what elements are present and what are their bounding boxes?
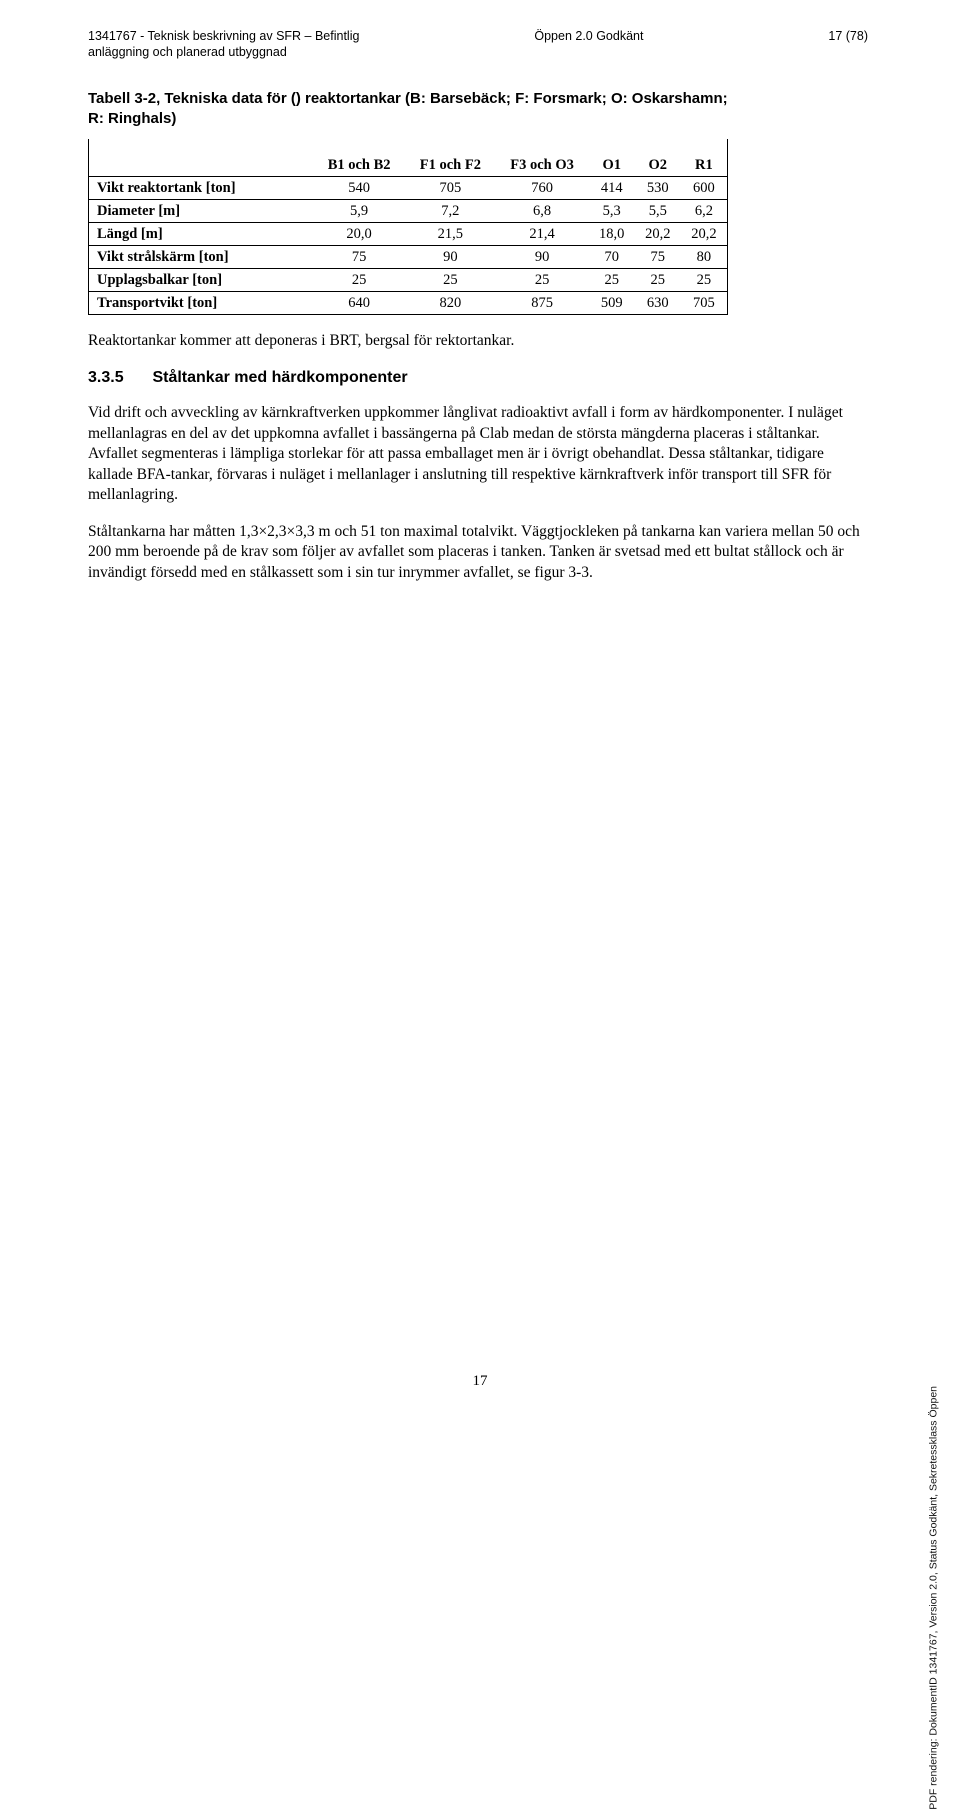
row-label: Diameter [m] [89, 200, 314, 223]
data-table: B1 och B2 F1 och F2 F3 och O3 O1 O2 R1 V… [88, 139, 728, 315]
cell: 25 [635, 269, 681, 292]
cell: 20,2 [681, 223, 728, 246]
cell: 600 [681, 177, 728, 200]
table-caption: Tabell 3-2, Tekniska data för () reaktor… [88, 89, 728, 130]
col-header [89, 139, 314, 177]
table-row: Vikt reaktortank [ton] 540 705 760 414 5… [89, 177, 728, 200]
doc-id: 1341767 - Teknisk beskrivning av SFR – B… [88, 29, 359, 43]
col-header: R1 [681, 139, 728, 177]
cell: 20,2 [635, 223, 681, 246]
cell: 25 [495, 269, 588, 292]
row-label: Längd [m] [89, 223, 314, 246]
cell: 875 [495, 292, 588, 315]
table-row: Upplagsbalkar [ton] 25 25 25 25 25 25 [89, 269, 728, 292]
section-heading: 3.3.5 Ståltankar med härdkomponenter [88, 369, 868, 387]
row-label: Transportvikt [ton] [89, 292, 314, 315]
col-header: O2 [635, 139, 681, 177]
cell: 509 [589, 292, 635, 315]
col-header: O1 [589, 139, 635, 177]
cell: 75 [635, 246, 681, 269]
cell: 630 [635, 292, 681, 315]
cell: 25 [405, 269, 495, 292]
paragraph: Ståltankarna har måtten 1,3×2,3×3,3 m oc… [88, 522, 868, 583]
cell: 820 [405, 292, 495, 315]
row-label: Vikt strålskärm [ton] [89, 246, 314, 269]
cell: 21,4 [495, 223, 588, 246]
row-label: Vikt reaktortank [ton] [89, 177, 314, 200]
page-header: 1341767 - Teknisk beskrivning av SFR – B… [88, 28, 868, 61]
table-row: Diameter [m] 5,9 7,2 6,8 5,3 5,5 6,2 [89, 200, 728, 223]
section-number: 3.3.5 [88, 369, 148, 387]
paragraph: Vid drift och avveckling av kärnkraftver… [88, 403, 868, 505]
cell: 5,9 [313, 200, 405, 223]
header-left: 1341767 - Teknisk beskrivning av SFR – B… [88, 28, 359, 61]
table-row: Vikt strålskärm [ton] 75 90 90 70 75 80 [89, 246, 728, 269]
cell: 705 [681, 292, 728, 315]
cell: 5,5 [635, 200, 681, 223]
cell: 21,5 [405, 223, 495, 246]
cell: 6,8 [495, 200, 588, 223]
header-status: Öppen 2.0 Godkänt [534, 28, 653, 61]
footer-page-number: 17 [0, 1373, 960, 1390]
cell: 80 [681, 246, 728, 269]
col-header: F3 och O3 [495, 139, 588, 177]
table-row: Längd [m] 20,0 21,5 21,4 18,0 20,2 20,2 [89, 223, 728, 246]
cell: 75 [313, 246, 405, 269]
cell: 7,2 [405, 200, 495, 223]
cell: 760 [495, 177, 588, 200]
cell: 20,0 [313, 223, 405, 246]
pdf-rendering-note: PDF rendering: DokumentID 1341767, Versi… [928, 1386, 940, 1810]
cell: 18,0 [589, 223, 635, 246]
paragraph: Reaktortankar kommer att deponeras i BRT… [88, 331, 868, 351]
cell: 530 [635, 177, 681, 200]
col-header: F1 och F2 [405, 139, 495, 177]
cell: 6,2 [681, 200, 728, 223]
section-title: Ståltankar med härdkomponenter [152, 369, 407, 386]
header-page: 17 (78) [828, 28, 868, 61]
cell: 705 [405, 177, 495, 200]
table-row: Transportvikt [ton] 640 820 875 509 630 … [89, 292, 728, 315]
cell: 640 [313, 292, 405, 315]
table-header-row: B1 och B2 F1 och F2 F3 och O3 O1 O2 R1 [89, 139, 728, 177]
col-header: B1 och B2 [313, 139, 405, 177]
cell: 25 [589, 269, 635, 292]
cell: 25 [313, 269, 405, 292]
row-label: Upplagsbalkar [ton] [89, 269, 314, 292]
cell: 90 [495, 246, 588, 269]
cell: 5,3 [589, 200, 635, 223]
doc-subtitle: anläggning och planerad utbyggnad [88, 45, 287, 59]
cell: 25 [681, 269, 728, 292]
cell: 540 [313, 177, 405, 200]
cell: 70 [589, 246, 635, 269]
cell: 414 [589, 177, 635, 200]
cell: 90 [405, 246, 495, 269]
